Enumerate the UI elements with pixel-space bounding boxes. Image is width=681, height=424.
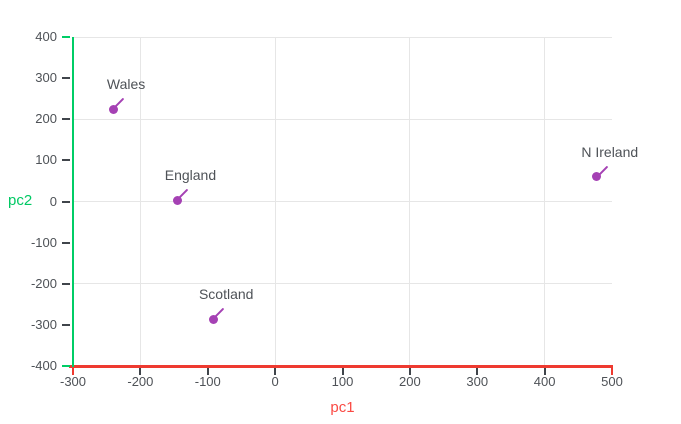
x-axis-tick-label: 0	[271, 374, 279, 389]
x-axis-tick	[476, 368, 479, 375]
y-axis-tick-label: 0	[49, 193, 57, 209]
x-axis-title: pc1	[330, 399, 355, 416]
y-axis-tick	[61, 77, 70, 80]
data-point[interactable]	[592, 172, 602, 182]
x-axis-tick-label: -200	[127, 374, 154, 389]
y-axis-tick	[61, 365, 70, 367]
gridline-horizontal	[73, 201, 612, 202]
point-label: Wales	[106, 76, 146, 93]
y-axis-tick	[61, 159, 70, 162]
y-axis-line	[71, 37, 75, 367]
data-point[interactable]	[172, 195, 182, 205]
x-axis-tick-label: -300	[59, 374, 87, 389]
data-point[interactable]	[108, 104, 118, 114]
x-axis-tick-label: 500	[601, 374, 623, 389]
x-axis-line	[69, 364, 613, 368]
x-axis-tick-label: 300	[466, 374, 489, 389]
y-axis-tick-label: -100	[30, 234, 57, 250]
y-axis-tick-label: -400	[30, 358, 57, 373]
point-label: England	[164, 167, 217, 184]
x-axis-tick	[139, 368, 142, 375]
y-axis-tick-label: 400	[35, 29, 57, 44]
y-axis-tick	[61, 118, 70, 121]
plot-area[interactable]: -300 -200 -100 0 100 200 300 400 500 -400 -300 -200…	[31, 29, 638, 389]
y-axis-tick-label: 300	[35, 70, 57, 86]
x-axis-tick-label: 400	[533, 374, 556, 389]
x-axis-tick-label: -100	[194, 374, 221, 389]
y-axis-tick-label: 200	[35, 111, 57, 127]
x-axis-tick	[408, 368, 411, 375]
y-axis-title: pc2	[8, 192, 33, 209]
y-axis-tick-label: 100	[35, 152, 57, 168]
x-axis-tick	[543, 368, 546, 375]
x-axis-tick	[611, 368, 613, 375]
y-axis-tick-label: -300	[30, 316, 57, 332]
y-axis-tick	[61, 282, 70, 285]
x-axis-tick	[206, 368, 209, 375]
y-axis-tick	[61, 241, 70, 244]
y-axis-tick	[61, 36, 70, 38]
x-axis-tick-label: 200	[399, 374, 421, 389]
gridline-horizontal	[73, 118, 612, 120]
y-axis-tick-label: -200	[30, 275, 57, 291]
y-axis-tick	[61, 200, 70, 203]
y-axis-tick	[61, 323, 70, 326]
x-axis-tick	[341, 368, 344, 375]
gridline-horizontal	[73, 283, 612, 285]
x-axis-tick	[274, 368, 277, 375]
point-label: N Ireland	[581, 143, 639, 160]
gridline-horizontal	[73, 36, 612, 38]
x-axis-tick-label: 100	[331, 374, 354, 389]
data-point[interactable]	[208, 314, 218, 324]
point-label: Scotland	[198, 286, 254, 303]
x-axis-tick	[72, 368, 74, 375]
